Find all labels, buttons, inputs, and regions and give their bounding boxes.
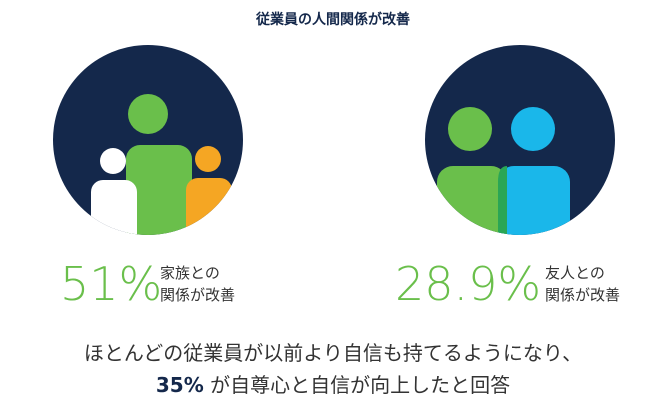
footer-text: が自尊心と自信が向上したと回答: [204, 373, 510, 397]
family-icon: [53, 45, 243, 235]
stat-label: 関係が改善: [545, 286, 620, 304]
stat-value: 51%: [60, 257, 162, 311]
stat-label: 友人との: [545, 264, 605, 282]
title: 従業員の人間関係が改善: [255, 11, 410, 28]
stat-label: 関係が改善: [160, 286, 235, 304]
footer-line: ほとんどの従業員が以前より自信も持てるようになり、: [84, 341, 582, 365]
stat-value: 28.9%: [395, 257, 541, 311]
friends-icon: [425, 45, 615, 235]
stat-label: 家族との: [160, 264, 220, 282]
highlight: 35%: [156, 373, 204, 397]
footer-line: 35% が自尊心と自信が向上したと回答: [156, 373, 510, 397]
